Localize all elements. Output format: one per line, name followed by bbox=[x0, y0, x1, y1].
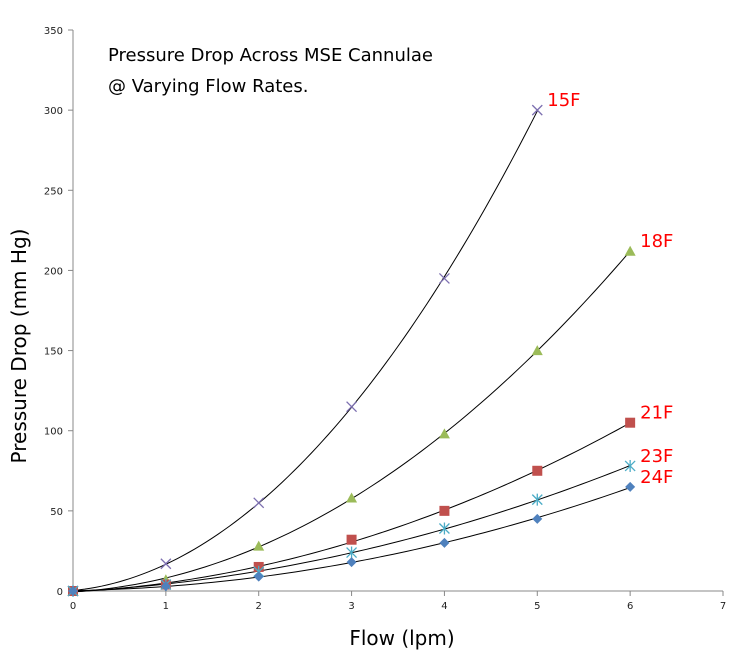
series-15f-label: 15F bbox=[547, 90, 580, 111]
series-21f-label: 21F bbox=[640, 403, 673, 424]
series-23f-marker bbox=[624, 459, 636, 472]
x-axis-title: Flow (lpm) bbox=[349, 626, 454, 650]
series-24f-marker bbox=[68, 586, 78, 596]
y-tick-label: 100 bbox=[44, 427, 63, 438]
x-tick-label: 6 bbox=[627, 601, 633, 612]
series-24f-marker bbox=[532, 513, 543, 524]
series-18f-marker bbox=[253, 540, 265, 551]
data-markers bbox=[67, 104, 636, 597]
series-23f-trendline bbox=[72, 465, 631, 593]
y-tick-label: 150 bbox=[44, 347, 63, 358]
y-tick-label: 200 bbox=[44, 266, 63, 277]
series-15f-marker bbox=[531, 104, 543, 116]
x-tick-label: 7 bbox=[720, 601, 726, 612]
series-15f-marker bbox=[253, 497, 265, 509]
series-15f-marker bbox=[160, 558, 172, 570]
series-24f-marker bbox=[346, 557, 357, 568]
series-21f-marker bbox=[532, 465, 543, 476]
tick-labels: 0 1 2 3 4 5 6 7 0 50 100 150 200 250 300 350 bbox=[44, 26, 726, 612]
series-21f-marker bbox=[439, 505, 450, 516]
axes bbox=[68, 29, 724, 596]
series-18f-marker bbox=[346, 492, 358, 503]
series-21f-marker bbox=[625, 417, 636, 428]
x-tick-label: 5 bbox=[534, 601, 540, 612]
x-tick-label: 1 bbox=[163, 601, 169, 612]
x-tick-label: 3 bbox=[348, 601, 354, 612]
chart-title-line-1: Pressure Drop Across MSE Cannulae bbox=[108, 45, 433, 66]
y-tick-label: 50 bbox=[50, 507, 63, 518]
series-15f-marker bbox=[346, 401, 358, 413]
series-24f-marker bbox=[625, 481, 636, 492]
x-tick-label: 2 bbox=[256, 601, 262, 612]
series-24f-marker bbox=[160, 581, 171, 592]
x-tick-label: 0 bbox=[70, 601, 76, 612]
series-18f-marker bbox=[531, 345, 543, 356]
chart-title-line-2: @ Varying Flow Rates. bbox=[108, 76, 308, 97]
y-tick-label: 350 bbox=[44, 26, 63, 37]
series-15f-trendline bbox=[72, 110, 538, 592]
series-18f-label: 18F bbox=[640, 231, 673, 252]
series-23f-marker bbox=[346, 546, 358, 559]
series-23f-label: 23F bbox=[640, 446, 673, 467]
series-23f-marker bbox=[438, 522, 450, 535]
y-axis-title: Pressure Drop (mm Hg) bbox=[7, 229, 31, 464]
series-18f-marker bbox=[438, 428, 450, 439]
y-tick-label: 250 bbox=[44, 186, 63, 197]
series-24f-marker bbox=[439, 537, 450, 548]
y-tick-label: 0 bbox=[57, 587, 63, 598]
series-15f-marker bbox=[438, 272, 450, 284]
series-23f-marker bbox=[531, 493, 543, 506]
series-24f-label: 24F bbox=[640, 467, 673, 488]
y-tick-label: 300 bbox=[44, 106, 63, 117]
x-tick-label: 4 bbox=[441, 601, 447, 612]
trendlines bbox=[72, 110, 631, 593]
series-21f-marker bbox=[346, 534, 357, 545]
series-18f-marker bbox=[624, 245, 636, 256]
series-24f-marker bbox=[253, 571, 264, 582]
